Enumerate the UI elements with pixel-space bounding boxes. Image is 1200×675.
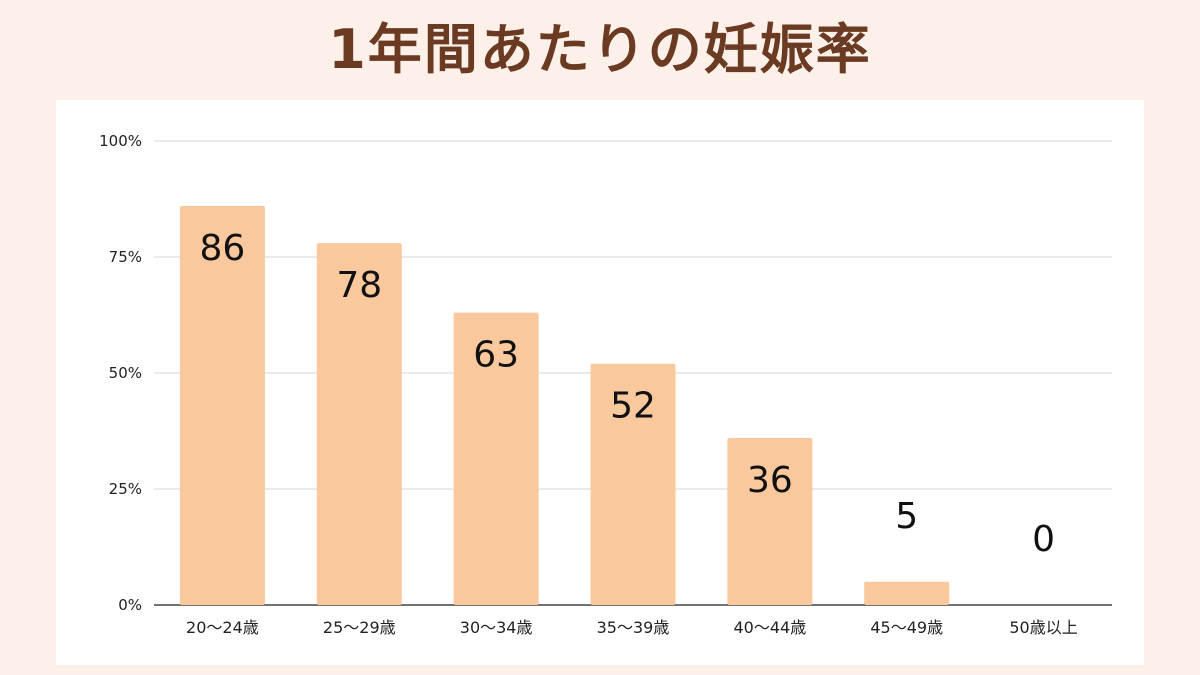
y-tick-label: 75% (109, 248, 142, 266)
bar (453, 312, 539, 605)
bar (864, 581, 950, 605)
bar (727, 437, 813, 605)
x-category-label: 35〜39歳 (597, 618, 670, 637)
y-tick-label: 25% (109, 480, 142, 498)
bars (179, 205, 950, 605)
x-category-label: 20〜24歳 (186, 618, 259, 637)
y-axis-ticks: 0% 25% 50% 75% 100% (99, 132, 142, 614)
y-tick-label: 100% (99, 132, 142, 150)
y-tick-label: 50% (109, 364, 142, 382)
data-label: 36 (747, 460, 793, 501)
x-category-label: 50歳以上 (1009, 618, 1077, 637)
data-label: 52 (610, 386, 656, 427)
x-category-label: 25〜29歳 (323, 618, 396, 637)
bar (590, 363, 676, 605)
data-label: 78 (336, 265, 382, 306)
chart-panel: 0% 25% 50% 75% 100% 86 78 63 52 36 5 0 20〜24歳 25〜29… (56, 100, 1144, 665)
bar-chart: 0% 25% 50% 75% 100% 86 78 63 52 36 5 0 20〜24歳 25〜29… (99, 132, 1112, 637)
x-category-label: 40〜44歳 (733, 618, 806, 637)
data-label: 63 (473, 335, 519, 376)
y-tick-label: 0% (118, 596, 142, 614)
bar (179, 205, 265, 605)
x-category-label: 45〜49歳 (870, 618, 943, 637)
data-labels: 86 78 63 52 36 5 0 (200, 228, 1056, 560)
data-label: 0 (1032, 519, 1055, 560)
data-label: 86 (200, 228, 246, 269)
data-label: 5 (895, 496, 918, 537)
x-axis-labels: 20〜24歳 25〜29歳 30〜34歳 35〜39歳 40〜44歳 45〜49歳 50歳以… (186, 618, 1078, 637)
chart-title: 1年間あたりの妊娠率 (328, 18, 872, 81)
x-category-label: 30〜34歳 (460, 618, 533, 637)
bar (316, 243, 402, 605)
